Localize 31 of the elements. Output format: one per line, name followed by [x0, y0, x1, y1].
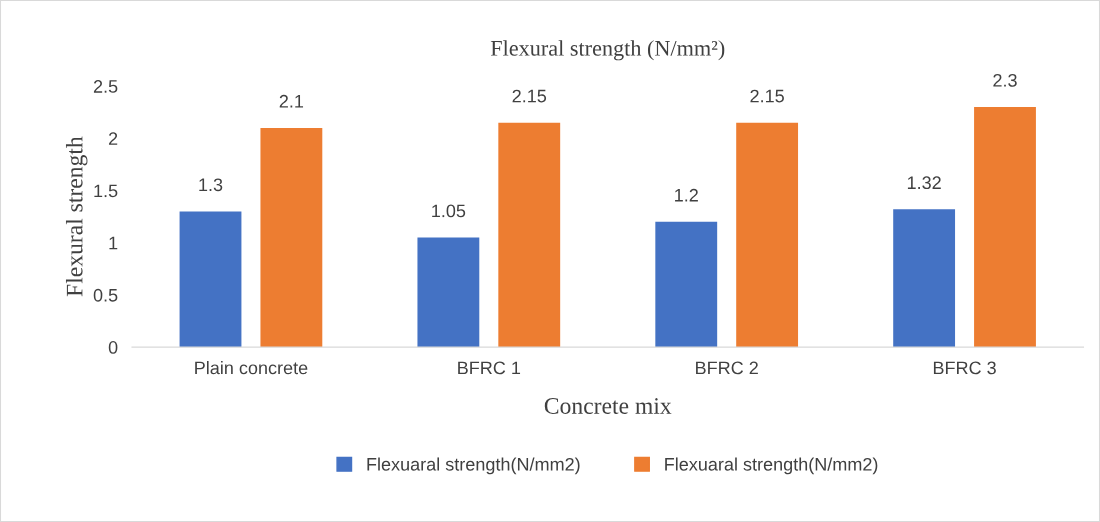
legend-label: Flexuaral strength(N/mm2)	[665, 457, 878, 475]
x-tick-label: BFRC 1	[458, 361, 521, 375]
bar	[260, 127, 323, 348]
legend-label: Flexuaral strength(N/mm2)	[367, 457, 580, 475]
bar	[179, 211, 242, 348]
data-label: 1.32	[907, 176, 941, 190]
data-label: 1.05	[432, 204, 466, 218]
bar	[736, 122, 799, 348]
x-tick-label: BFRC 3	[933, 361, 996, 375]
data-label: 2.15	[512, 89, 547, 103]
chart-title: Flexural strength (N/mm²)	[490, 40, 725, 61]
data-label: 1.3	[199, 178, 223, 192]
bar	[417, 237, 480, 348]
bar	[655, 221, 718, 348]
data-label: 1.2	[675, 188, 698, 202]
y-tick-label: 1	[109, 236, 118, 250]
y-tick-label: 0	[108, 341, 118, 354]
y-tick-label: 0.5	[93, 288, 118, 302]
bar	[893, 209, 956, 348]
data-label: 2.15	[750, 89, 784, 103]
data-label: 2.3	[993, 73, 1017, 87]
y-tick-label: 2.5	[93, 80, 118, 93]
data-label: 2.1	[279, 94, 304, 108]
bar	[498, 122, 561, 348]
bar	[974, 107, 1036, 348]
x-tick-label: Plain concrete	[195, 361, 308, 375]
y-tick-label: 1.5	[94, 184, 118, 198]
y-axis-title: Flexural strength	[65, 136, 88, 297]
x-axis-title: Concrete mix	[544, 398, 672, 414]
y-tick-label: 2	[108, 132, 118, 145]
x-tick-label: BFRC 2	[696, 361, 758, 375]
